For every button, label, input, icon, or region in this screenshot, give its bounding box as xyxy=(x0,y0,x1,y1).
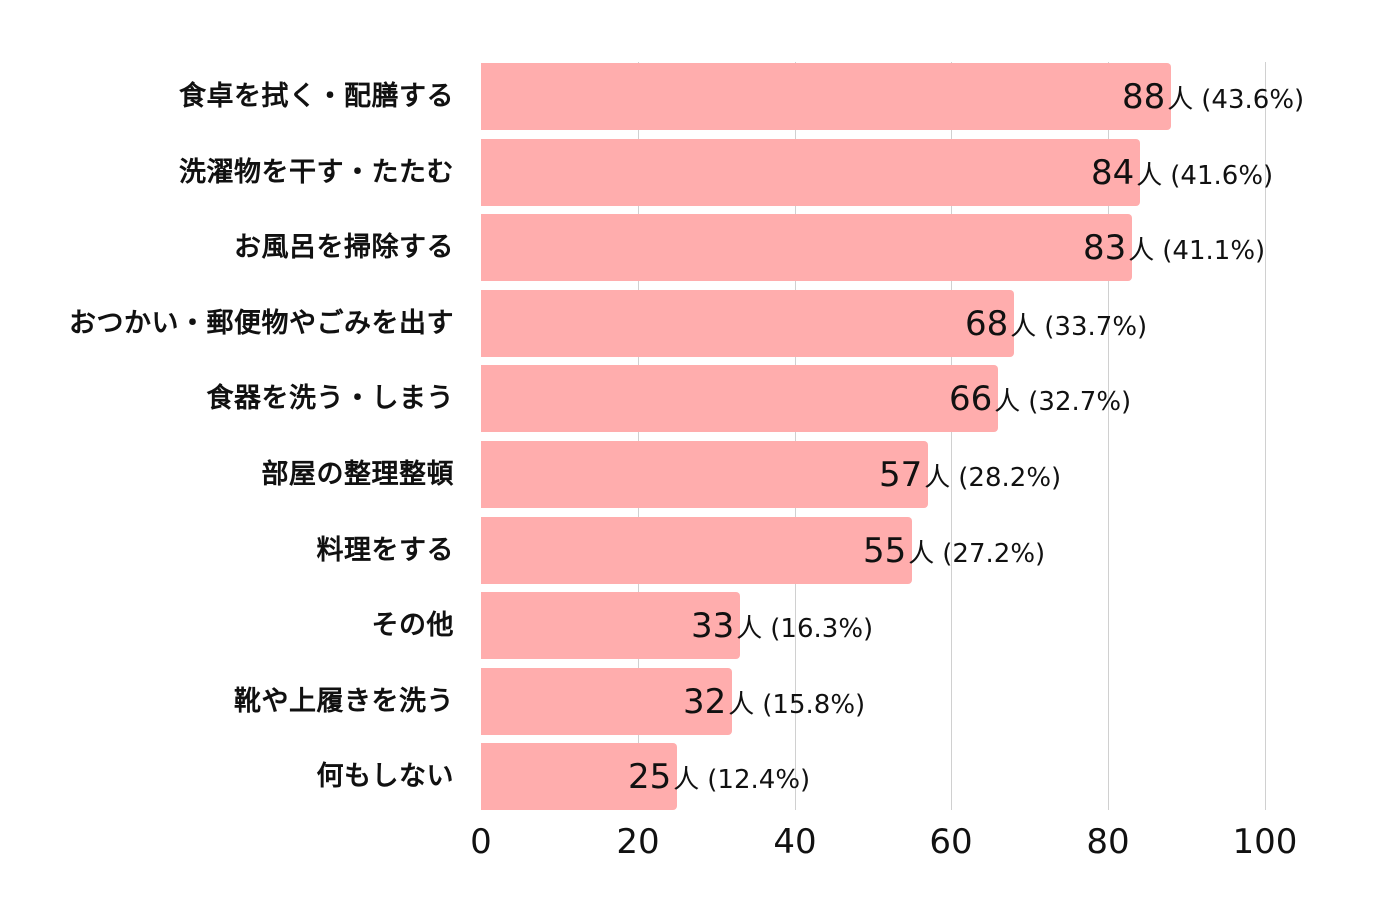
bar xyxy=(481,365,998,432)
value-percentage: (43.6%) xyxy=(1201,85,1305,115)
value-unit: 人 xyxy=(994,387,1021,417)
x-tick-label: 100 xyxy=(1232,822,1298,862)
category-label: 部屋の整理整頓 xyxy=(261,459,454,490)
category-label: 料理をする xyxy=(316,535,454,566)
value-percentage: (41.1%) xyxy=(1162,236,1266,266)
category-label: 食卓を拭く・配膳する xyxy=(179,81,454,112)
value-percentage: (27.2%) xyxy=(942,539,1046,569)
bar xyxy=(481,139,1140,206)
value-label: 83人 (41.1%) xyxy=(1083,215,1265,282)
bar xyxy=(481,668,732,735)
category-label: その他 xyxy=(371,610,454,641)
gridline xyxy=(795,62,796,810)
value-count: 55 xyxy=(863,531,907,571)
bar xyxy=(481,517,912,584)
value-count: 66 xyxy=(949,379,993,419)
gridline xyxy=(638,62,639,810)
value-count: 57 xyxy=(879,455,923,495)
value-count: 68 xyxy=(965,304,1009,344)
value-label: 25人 (12.4%) xyxy=(628,744,810,811)
value-unit: 人 xyxy=(736,614,763,644)
gridline xyxy=(951,62,952,810)
value-count: 33 xyxy=(691,606,735,646)
value-count: 32 xyxy=(683,682,727,722)
bar xyxy=(481,743,677,810)
value-percentage: (15.8%) xyxy=(762,690,866,720)
bar xyxy=(481,441,928,508)
bar xyxy=(481,214,1132,281)
value-label: 68人 (33.7%) xyxy=(965,291,1147,358)
value-unit: 人 xyxy=(1010,312,1037,342)
category-label: おつかい・郵便物やごみを出す xyxy=(69,308,454,339)
category-label: 靴や上履きを洗う xyxy=(234,686,454,717)
value-unit: 人 xyxy=(1136,161,1163,191)
x-tick-label: 0 xyxy=(470,822,492,862)
value-percentage: (33.7%) xyxy=(1044,312,1148,342)
value-label: 57人 (28.2%) xyxy=(879,442,1061,509)
gridline xyxy=(1108,62,1109,810)
value-unit: 人 xyxy=(1128,236,1155,266)
value-percentage: (41.6%) xyxy=(1170,161,1274,191)
value-unit: 人 xyxy=(1167,85,1194,115)
value-label: 88人 (43.6%) xyxy=(1122,64,1304,131)
value-label: 55人 (27.2%) xyxy=(863,518,1045,585)
category-label: 洗濯物を干す・たたむ xyxy=(179,157,454,188)
value-label: 32人 (15.8%) xyxy=(683,669,865,736)
gridline xyxy=(1265,62,1266,810)
x-tick-label: 20 xyxy=(616,822,660,862)
bar xyxy=(481,290,1014,357)
value-unit: 人 xyxy=(908,539,935,569)
value-count: 84 xyxy=(1091,153,1135,193)
value-count: 83 xyxy=(1083,228,1127,268)
category-label: 何もしない xyxy=(316,761,454,792)
value-percentage: (28.2%) xyxy=(958,463,1062,493)
x-tick-label: 40 xyxy=(773,822,817,862)
value-count: 25 xyxy=(628,757,672,797)
value-unit: 人 xyxy=(673,765,700,795)
value-unit: 人 xyxy=(728,690,755,720)
value-count: 88 xyxy=(1122,77,1166,117)
value-percentage: (32.7%) xyxy=(1028,387,1132,417)
value-unit: 人 xyxy=(924,463,951,493)
value-percentage: (12.4%) xyxy=(707,765,811,795)
value-label: 84人 (41.6%) xyxy=(1091,140,1273,207)
value-label: 33人 (16.3%) xyxy=(691,593,873,660)
value-percentage: (16.3%) xyxy=(770,614,874,644)
x-tick-label: 60 xyxy=(929,822,973,862)
value-label: 66人 (32.7%) xyxy=(949,366,1131,433)
bar xyxy=(481,63,1171,130)
category-label: 食器を洗う・しまう xyxy=(206,383,454,414)
x-tick-label: 80 xyxy=(1086,822,1130,862)
bar xyxy=(481,592,740,659)
category-label: お風呂を掃除する xyxy=(234,232,454,263)
